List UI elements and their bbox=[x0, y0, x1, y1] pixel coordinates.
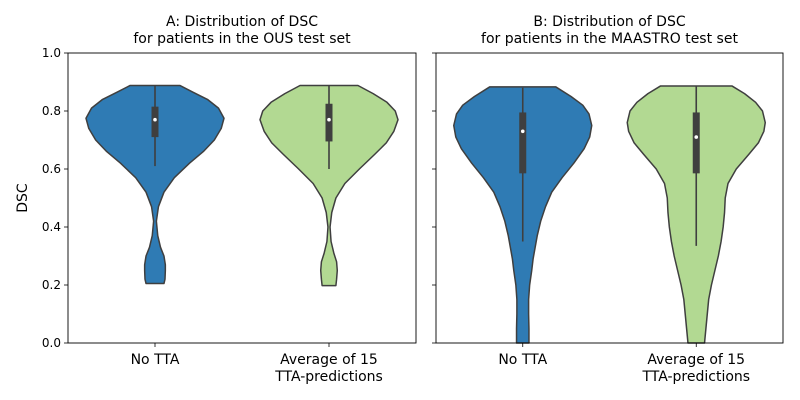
x-category-label: No TTA bbox=[498, 352, 547, 368]
plot-frame bbox=[67, 52, 417, 344]
violin-body bbox=[85, 84, 225, 285]
panel-a bbox=[64, 52, 417, 347]
x-category-label: No TTA bbox=[131, 352, 180, 368]
y-tick-label: 0.6 bbox=[42, 162, 61, 176]
violin-median-point bbox=[520, 129, 525, 134]
violin-median-point bbox=[327, 117, 331, 122]
y-tick-label: 0.2 bbox=[42, 278, 61, 292]
x-category-label: TTA-predictions bbox=[641, 369, 750, 385]
chart-title: A: Distribution of DSC bbox=[166, 14, 318, 30]
panel-b bbox=[432, 52, 784, 347]
y-tick-label: 0.8 bbox=[42, 104, 61, 118]
x-category-label: TTA-predictions bbox=[274, 369, 383, 385]
x-category-label: Average of 15 bbox=[280, 352, 378, 368]
y-tick-label: 1.0 bbox=[42, 46, 61, 60]
chart-title: for patients in the OUS test set bbox=[133, 31, 351, 47]
y-tick-label: 0.4 bbox=[42, 220, 61, 234]
chart-title: B: Distribution of DSC bbox=[533, 14, 686, 30]
violin-iqr-box bbox=[325, 103, 333, 142]
violin-body bbox=[259, 84, 399, 287]
violin-iqr-box bbox=[692, 112, 700, 174]
chart-title: for patients in the MAASTRO test set bbox=[481, 31, 738, 47]
violin-median-point bbox=[153, 117, 157, 122]
y-axis-label: DSC bbox=[15, 183, 31, 213]
violin-iqr-box bbox=[519, 112, 527, 174]
x-category-label: Average of 15 bbox=[647, 352, 745, 368]
plot-frame bbox=[435, 52, 784, 344]
violin-iqr-box bbox=[151, 106, 159, 138]
y-tick-label: 0.0 bbox=[42, 336, 61, 350]
violin-median-point bbox=[694, 135, 699, 139]
